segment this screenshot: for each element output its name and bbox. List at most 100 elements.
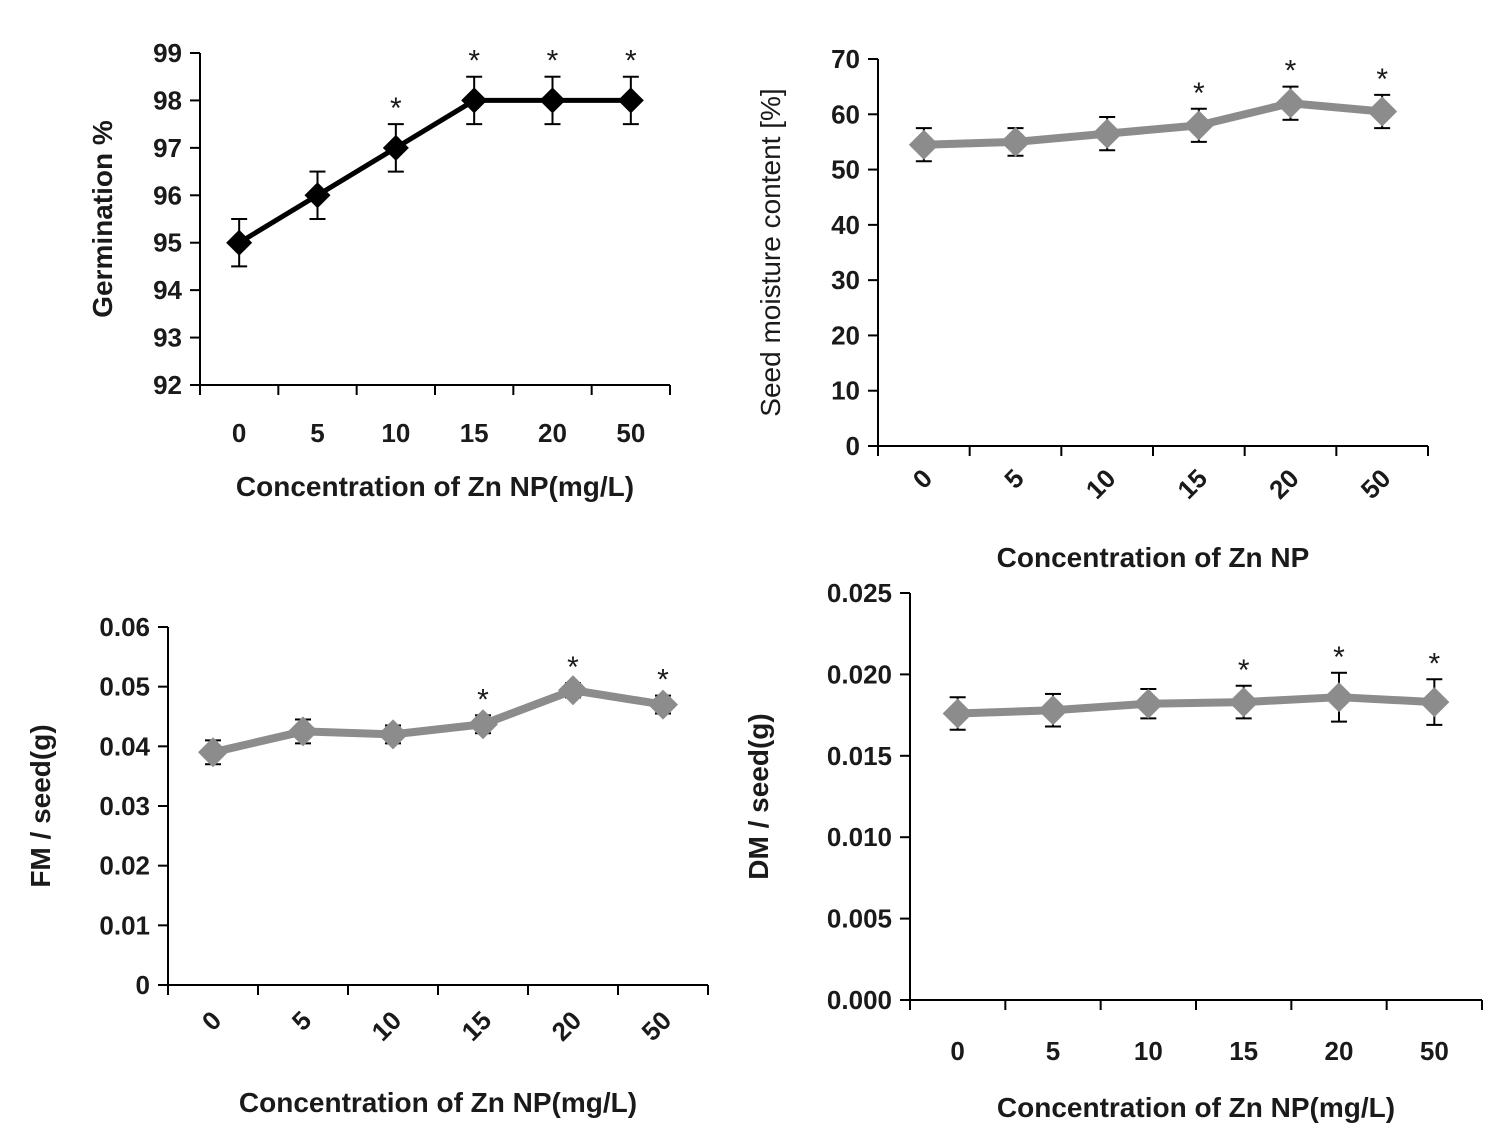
x-tick-label: 20 [546,1005,588,1047]
significance-marker: * [567,651,579,684]
series-line [212,686,664,757]
x-tick-label: 0 [907,463,938,494]
significance-marker: * [468,45,480,78]
data-point [942,698,973,729]
data-point [1419,687,1450,718]
x-tick-label: 15 [460,418,489,448]
x-tick-label: 5 [310,418,324,448]
x-tick-label: 10 [366,1005,408,1047]
y-tick-label: 98 [153,85,182,115]
y-tick-label: 0.020 [827,659,892,689]
y-tick-label: 96 [153,180,182,210]
x-axis-title: Concentration of Zn NP(mg/L) [236,471,634,502]
data-point [304,182,331,209]
y-tick-label: 0.06 [99,612,150,642]
y-tick-label: 92 [153,370,182,400]
x-axis-title: Concentration of Zn NP(mg/L) [997,1092,1395,1123]
x-tick-label: 0 [232,418,246,448]
series-line [923,99,1383,149]
data-point [468,709,498,740]
y-tick-label: 0 [846,431,860,461]
y-tick-label: 93 [153,323,182,353]
x-tick-label: 0 [196,1005,227,1036]
data-point [1228,687,1259,718]
y-tick-label: 0.04 [99,731,150,761]
significance-marker: * [625,45,637,78]
series-line [237,97,631,245]
chart-germination: 92 93 94 95 96 97 98 99 0 5 10 15 20 50 Concentration … [87,38,671,502]
series-line [957,693,1435,718]
data-point [908,129,939,160]
x-axis-title: Concentration of Zn NP [997,542,1310,573]
y-tick-label: 95 [153,228,182,258]
y-tick-label: 50 [831,155,860,185]
y-tick-label: 10 [831,376,860,406]
y-tick-label: 94 [153,275,182,305]
data-point [198,737,228,768]
data-point [1092,118,1123,149]
data-point [226,229,253,256]
y-tick-label: 0.005 [827,904,892,934]
chart-dm-per-seed: 0.000 0.005 0.010 0.015 0.020 0.025 0 5 10 15 20 50… [743,578,1483,1123]
y-tick-label: 0.025 [827,578,892,608]
y-axis-title: DM / seed(g) [743,713,774,879]
significance-marker: * [1376,63,1388,96]
y-tick-label: 0 [136,970,150,1000]
y-tick-label: 0.010 [827,822,892,852]
x-tick-label: 20 [1263,463,1305,505]
x-tick-label: 50 [616,418,645,448]
y-tick-label: 97 [153,133,182,163]
y-tick-label: 40 [831,210,860,240]
y-tick-label: 70 [831,44,860,74]
significance-marker: * [390,92,402,125]
x-tick-label: 15 [456,1005,498,1047]
data-point [1038,695,1068,726]
significance-marker: * [477,683,489,716]
chart-seed-moisture: 0 10 20 30 40 50 60 70 0 5 10 15 20 50 Concentration o… [755,44,1429,573]
x-tick-label: 50 [1355,463,1397,505]
data-point [1183,110,1214,141]
data-point [461,87,488,114]
y-axis-title: Germination % [87,120,118,318]
data-point [378,719,408,750]
x-tick-label: 20 [1325,1036,1354,1066]
data-point [1324,682,1354,713]
x-tick-label: 15 [1229,1036,1258,1066]
data-point [1275,88,1306,119]
x-tick-label: 50 [636,1005,678,1047]
x-tick-label: 5 [1046,1036,1060,1066]
y-axis-title: Seed moisture content [%] [755,88,786,416]
significance-marker: * [1428,647,1440,680]
y-tick-label: 0.05 [99,672,150,702]
x-tick-label: 5 [286,1005,317,1036]
x-tick-label: 10 [381,418,410,448]
chart-fm-per-seed: 0 0.01 0.02 0.03 0.04 0.05 0.06 0 5 10 15 20 50 Conce… [25,612,709,1118]
x-tick-label: 15 [1171,463,1213,505]
data-point [648,689,678,720]
x-tick-label: 5 [998,463,1029,494]
x-axis-title: Concentration of Zn NP(mg/L) [239,1087,637,1118]
y-tick-label: 0.015 [827,741,892,771]
y-tick-label: 0.000 [827,985,892,1015]
x-tick-label: 10 [1134,1036,1163,1066]
data-point [558,675,588,706]
y-tick-label: 0.02 [99,851,150,881]
y-axis-title: FM / seed(g) [25,724,56,887]
x-tick-label: 0 [950,1036,964,1066]
y-tick-label: 20 [831,320,860,350]
data-point [617,87,644,114]
y-tick-label: 99 [153,38,182,68]
significance-marker: * [1238,654,1250,687]
data-point [382,134,409,161]
data-point [1133,688,1164,719]
y-tick-label: 0.01 [99,910,150,940]
x-tick-label: 50 [1420,1036,1449,1066]
y-tick-label: 0.03 [99,791,150,821]
y-tick-label: 60 [831,99,860,129]
significance-marker: * [547,45,559,78]
data-point [1367,96,1398,127]
significance-marker: * [1285,55,1297,88]
significance-marker: * [657,664,669,697]
data-point [539,87,566,114]
